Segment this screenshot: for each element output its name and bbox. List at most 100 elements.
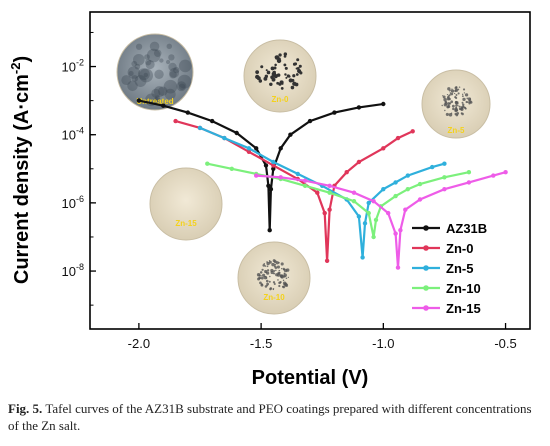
inset-label-zn-15: Zn-15: [175, 219, 197, 228]
legend-item-zn-5: Zn-5: [412, 261, 473, 276]
x-axis-title: Potential (V): [252, 367, 369, 389]
data-point: [302, 178, 308, 183]
legend-label: Zn-15: [446, 301, 481, 316]
data-point: [173, 118, 178, 124]
data-point: [366, 200, 371, 206]
data-point: [351, 190, 357, 195]
data-point: [268, 187, 274, 192]
data-point: [360, 255, 365, 260]
data-point: [246, 146, 252, 151]
data-point: [466, 170, 472, 175]
data-point: [271, 163, 276, 168]
data-point: [271, 166, 276, 171]
y-axis-title: Current density (A·cm-2): [8, 56, 33, 284]
x-tick-label: -0.5: [494, 336, 516, 351]
legend-item-zn-15: Zn-15: [412, 301, 481, 316]
data-point: [332, 110, 337, 115]
inset-label-zn-10: Zn-10: [263, 293, 285, 302]
data-point: [398, 228, 403, 233]
inset-label-zn-0: Zn-0: [272, 95, 289, 104]
data-point: [373, 217, 379, 223]
data-point: [381, 101, 386, 107]
legend-label: Zn-0: [446, 241, 473, 256]
data-point: [295, 171, 300, 177]
data-point: [405, 173, 410, 178]
series-az31b: [136, 98, 386, 233]
data-point: [327, 207, 332, 212]
data-point: [197, 125, 203, 131]
data-point: [302, 183, 308, 188]
data-point: [386, 210, 391, 216]
data-point: [371, 234, 376, 240]
legend-label: Zn-10: [446, 281, 481, 296]
inset-photo-untreated: Untreated: [116, 33, 194, 111]
y-tick-label: 10-8: [62, 262, 84, 279]
series-line-zn-15: [256, 171, 506, 268]
data-point: [393, 231, 398, 236]
inset-label-zn-5: Zn-5: [448, 126, 465, 135]
data-point: [393, 193, 398, 199]
data-point: [405, 187, 410, 192]
caption-text: Tafel curves of the AZ31B substrate and …: [8, 401, 532, 433]
legend-item-az31b: AZ31B: [412, 221, 487, 236]
data-point: [324, 258, 330, 263]
data-point: [381, 187, 386, 192]
data-point: [246, 149, 252, 154]
data-point: [417, 181, 423, 187]
y-tick-label: 10-2: [62, 58, 84, 75]
data-point: [395, 265, 401, 270]
legend-item-zn-0: Zn-0: [412, 241, 473, 256]
data-point: [288, 132, 293, 137]
series-zn-15: [254, 170, 508, 270]
figure-caption: Fig. 5. Tafel curves of the AZ31B substr…: [8, 400, 544, 434]
x-tick-label: -1.0: [372, 336, 394, 351]
data-point: [366, 210, 371, 216]
data-point: [322, 210, 327, 216]
inset-label-untreated: Untreated: [136, 97, 173, 106]
data-point: [234, 130, 239, 136]
data-point: [229, 166, 234, 171]
data-point: [185, 110, 190, 115]
data-point: [410, 129, 415, 134]
data-point: [327, 190, 332, 195]
data-point: [403, 207, 408, 212]
inset-photo-zn-15: Zn-15: [149, 167, 223, 241]
inset-photo-zn-10: Zn-10: [237, 241, 311, 315]
y-tick-label: 10-6: [62, 194, 84, 211]
tafel-curves: [136, 98, 508, 270]
x-axis-ticks: -2.0 -1.5 -1.0 -0.5: [128, 323, 517, 351]
data-point: [210, 118, 215, 124]
data-point: [442, 187, 447, 192]
data-point: [491, 173, 496, 178]
y-tick-label: 10-4: [62, 126, 84, 143]
x-tick-label: -1.5: [250, 336, 272, 351]
tafel-chart: Untreated Zn-0 Zn-5 Zn-15 Zn-10 -2.0 -1.5 -1.0…: [8, 11, 531, 389]
y-axis-ticks: 10-8 10-6 10-4 10-2: [62, 31, 96, 306]
data-point: [278, 146, 283, 151]
data-point: [254, 173, 259, 178]
series-line-zn-5: [199, 126, 445, 258]
data-point: [136, 98, 142, 103]
legend-label: Zn-5: [446, 261, 473, 276]
data-point: [356, 105, 362, 110]
data-point: [395, 135, 401, 141]
data-point: [278, 175, 283, 180]
data-point: [393, 180, 398, 185]
data-point: [503, 170, 508, 175]
data-point: [254, 146, 259, 151]
data-point: [161, 103, 166, 108]
inset-photo-zn-0: Zn-0: [243, 39, 317, 113]
data-point: [442, 175, 447, 180]
series-line-zn-0: [175, 120, 414, 261]
data-point: [266, 183, 271, 188]
data-point: [417, 197, 423, 202]
data-point: [205, 161, 210, 166]
data-point: [356, 214, 362, 219]
data-point: [371, 199, 376, 204]
x-tick-label: -2.0: [128, 336, 150, 351]
legend-item-zn-10: Zn-10: [412, 281, 481, 296]
series-line-zn-10: [207, 162, 470, 238]
data-point: [315, 190, 320, 195]
data-point: [263, 163, 269, 168]
data-point: [351, 199, 357, 204]
